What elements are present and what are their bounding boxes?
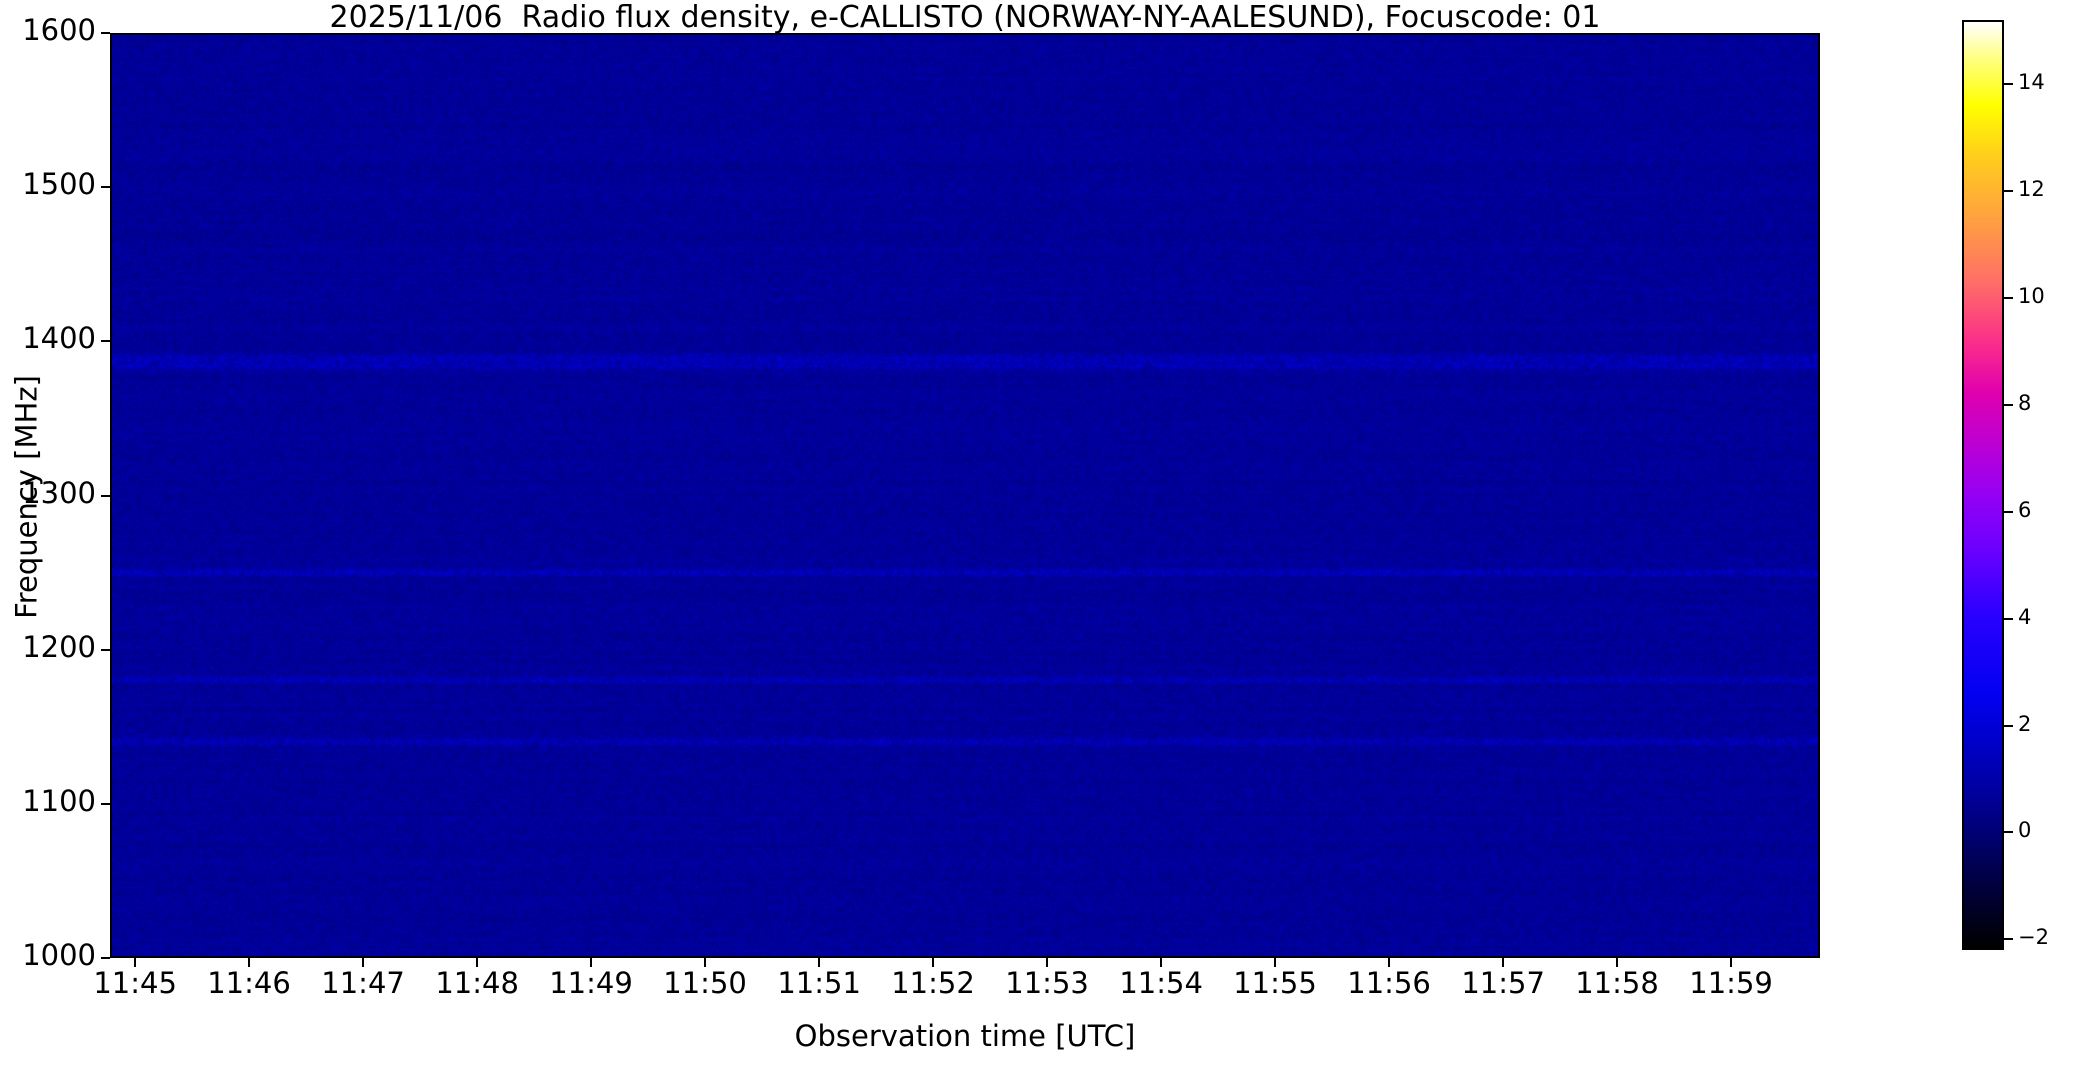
colorbar[interactable] bbox=[1962, 20, 2004, 950]
colorbar-tick-label: 12 bbox=[2018, 177, 2045, 202]
colorbar-tick-label: 14 bbox=[2018, 70, 2045, 95]
x-tick-label: 11:52 bbox=[891, 966, 975, 1000]
x-tick-label: 11:46 bbox=[207, 966, 291, 1000]
colorbar-tick-label: 6 bbox=[2018, 497, 2032, 522]
colorbar-tick-mark bbox=[2004, 296, 2013, 299]
x-tick-mark bbox=[818, 958, 821, 967]
y-tick-mark bbox=[101, 340, 110, 343]
x-tick-mark bbox=[362, 958, 365, 967]
x-axis-label: Observation time [UTC] bbox=[794, 1019, 1136, 1053]
colorbar-tick-label: 4 bbox=[2018, 604, 2032, 629]
x-tick-mark bbox=[1274, 958, 1277, 967]
x-tick-label: 11:48 bbox=[435, 966, 519, 1000]
x-tick-label: 11:53 bbox=[1005, 966, 1089, 1000]
x-tick-label: 11:55 bbox=[1233, 966, 1317, 1000]
y-tick-label: 1500 bbox=[22, 167, 96, 202]
colorbar-tick-label: 8 bbox=[2018, 390, 2032, 415]
x-tick-mark bbox=[476, 958, 479, 967]
x-tick-label: 11:58 bbox=[1575, 966, 1659, 1000]
x-tick-mark bbox=[590, 958, 593, 967]
x-tick-label: 11:50 bbox=[663, 966, 747, 1000]
x-tick-mark bbox=[1160, 958, 1163, 967]
page-title: 2025/11/06 Radio flux density, e-CALLIST… bbox=[329, 0, 1601, 35]
x-tick-mark bbox=[704, 958, 707, 967]
y-tick-label: 1400 bbox=[22, 321, 96, 356]
colorbar-tick-mark bbox=[2004, 510, 2013, 513]
x-tick-label: 11:49 bbox=[549, 966, 633, 1000]
y-tick-label: 1000 bbox=[22, 938, 96, 972]
x-tick-label: 11:47 bbox=[321, 966, 405, 1000]
x-tick-mark bbox=[1388, 958, 1391, 967]
colorbar-tick-mark bbox=[2004, 831, 2013, 834]
spectrogram-plot-area[interactable] bbox=[110, 33, 1820, 958]
x-tick-label: 11:56 bbox=[1347, 966, 1431, 1000]
y-tick-mark bbox=[101, 186, 110, 189]
colorbar-tick-mark bbox=[2004, 83, 2013, 86]
colorbar-tick-label: 0 bbox=[2018, 818, 2032, 843]
x-tick-mark bbox=[932, 958, 935, 967]
y-tick-mark bbox=[101, 802, 110, 805]
y-tick-mark bbox=[101, 648, 110, 651]
colorbar-tick-label: −2 bbox=[2018, 925, 2049, 950]
colorbar-tick-mark bbox=[2004, 403, 2013, 406]
y-tick-label: 1300 bbox=[22, 475, 96, 510]
x-tick-mark bbox=[1616, 958, 1619, 967]
x-tick-mark bbox=[248, 958, 251, 967]
x-tick-mark bbox=[1730, 958, 1733, 967]
x-tick-mark bbox=[1046, 958, 1049, 967]
colorbar-tick-mark bbox=[2004, 190, 2013, 193]
x-tick-label: 11:45 bbox=[93, 966, 177, 1000]
colorbar-tick-mark bbox=[2004, 724, 2013, 727]
x-tick-label: 11:57 bbox=[1461, 966, 1545, 1000]
y-tick-mark bbox=[101, 32, 110, 34]
x-tick-label: 11:51 bbox=[777, 966, 861, 1000]
y-tick-label: 1100 bbox=[22, 783, 96, 818]
colorbar-tick-mark bbox=[2004, 617, 2013, 620]
x-tick-mark bbox=[1502, 958, 1505, 967]
spectrogram-heatmap bbox=[112, 35, 1818, 956]
x-tick-mark bbox=[134, 958, 137, 967]
colorbar-tick-label: 10 bbox=[2018, 283, 2045, 308]
y-tick-mark bbox=[101, 957, 110, 959]
y-tick-label: 1200 bbox=[22, 629, 96, 664]
x-tick-label: 11:54 bbox=[1119, 966, 1203, 1000]
colorbar-tick-mark bbox=[2004, 938, 2013, 941]
colorbar-tick-label: 2 bbox=[2018, 711, 2032, 736]
x-tick-label: 11:59 bbox=[1689, 966, 1773, 1000]
y-tick-label: 1600 bbox=[22, 13, 96, 47]
y-tick-mark bbox=[101, 494, 110, 497]
